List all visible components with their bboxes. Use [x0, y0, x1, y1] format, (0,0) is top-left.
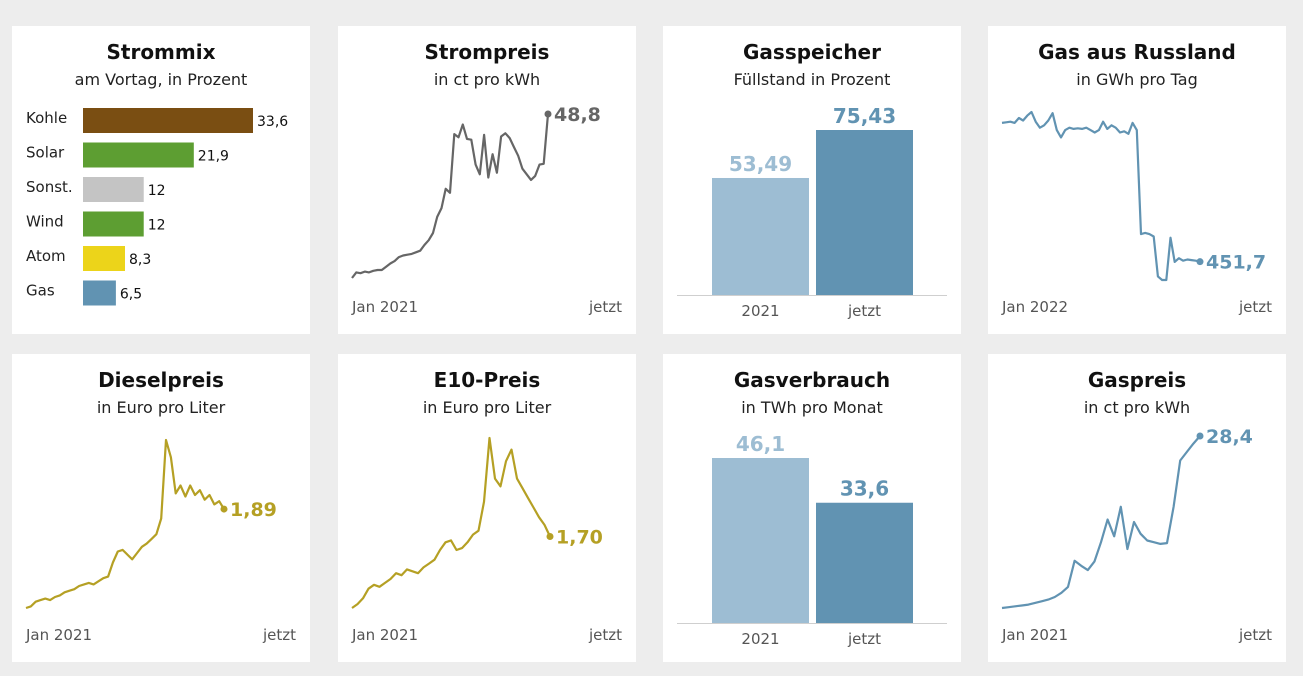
e10-preis-chart: 1,70	[351, 436, 603, 609]
value-label: 75,43	[833, 104, 896, 128]
card-gas-russland: Gas aus Russland in GWh pro Tag 451,7 Ja…	[988, 26, 1286, 334]
card-gasverbrauch: Gasverbrauch in TWh pro Monat 46,1 2021 33…	[663, 354, 961, 662]
x-axis-start-label: Jan 2021	[1002, 626, 1069, 644]
chart-title: Gaspreis	[1087, 368, 1187, 392]
value-label: 8,3	[129, 252, 151, 268]
bar	[83, 177, 144, 202]
last-value-dot	[220, 505, 228, 513]
card-gaspreis: Gaspreis in ct pro kWh 28,4 Jan 2021 jet…	[988, 354, 1286, 662]
bar	[712, 458, 809, 623]
last-value-label: 28,4	[1206, 426, 1253, 448]
value-label: 12	[148, 218, 166, 234]
x-axis-start-label: Jan 2021	[352, 626, 419, 644]
bar	[83, 142, 194, 168]
chart-subtitle: in Euro pro Liter	[96, 398, 226, 417]
last-value-label: 48,8	[554, 104, 601, 126]
card-dieselpreis: Dieselpreis in Euro pro Liter 1,89 Jan 2…	[12, 354, 310, 662]
bar	[816, 502, 913, 623]
category-label: 2021	[741, 630, 779, 648]
chart-title: Strommix	[106, 40, 216, 64]
chart-subtitle: in GWh pro Tag	[1076, 70, 1198, 89]
gas-russland-chart: 451,7	[1001, 110, 1266, 282]
category-label: Wind	[26, 213, 64, 231]
gasspeicher-chart: 53,49 2021 75,43 jetzt	[677, 104, 947, 320]
bar	[83, 246, 125, 271]
series-line	[1001, 435, 1201, 610]
value-label: 33,6	[840, 477, 889, 501]
chart-subtitle: in TWh pro Monat	[741, 398, 883, 417]
chart-title: Strompreis	[424, 40, 550, 64]
category-label: Gas	[26, 282, 55, 300]
bar	[712, 177, 809, 295]
series-line	[351, 113, 550, 279]
x-axis-end-label: jetzt	[1238, 626, 1272, 644]
gaspreis-chart: 28,4	[1001, 426, 1253, 610]
chart-subtitle: in ct pro kWh	[1083, 398, 1191, 417]
card-strompreis: Strompreis in ct pro kWh 48,8 Jan 2021 j…	[338, 26, 636, 334]
x-axis-end-label: jetzt	[262, 626, 296, 644]
bar	[83, 211, 144, 237]
chart-subtitle: in Euro pro Liter	[422, 398, 552, 417]
last-value-dot	[1196, 432, 1204, 440]
last-value-dot	[546, 533, 554, 541]
last-value-label: 1,89	[230, 499, 277, 521]
value-label: 53,49	[729, 152, 792, 176]
series-line	[25, 438, 225, 610]
x-axis-start-label: Jan 2021	[26, 626, 93, 644]
value-label: 21,9	[198, 149, 229, 165]
gasverbrauch-chart: 46,1 2021 33,6 jetzt	[677, 432, 947, 648]
chart-title: Dieselpreis	[98, 368, 224, 392]
value-label: 46,1	[736, 432, 785, 456]
chart-title: Gasspeicher	[743, 40, 881, 64]
x-axis-end-label: jetzt	[1238, 298, 1272, 316]
category-label: Solar	[26, 144, 65, 162]
card-gasspeicher: Gasspeicher Füllstand in Prozent 53,49 20…	[663, 26, 961, 334]
strommix-chart: Kohle 33,6 Solar 21,9 Sonst. 12 Wind 12 Atom 8,3 G…	[26, 108, 288, 306]
chart-subtitle: in ct pro kWh	[433, 70, 541, 89]
last-value-dot	[544, 110, 552, 118]
chart-title: E10-Preis	[433, 368, 541, 392]
series-line	[351, 436, 551, 609]
last-value-label: 451,7	[1206, 252, 1266, 274]
category-label: jetzt	[847, 630, 881, 648]
bar	[816, 130, 913, 295]
x-axis-end-label: jetzt	[588, 298, 622, 316]
last-value-label: 1,70	[556, 527, 603, 549]
strompreis-chart: 48,8	[351, 104, 601, 279]
category-label: Kohle	[26, 109, 67, 127]
card-e10-preis: E10-Preis in Euro pro Liter 1,70 Jan 202…	[338, 354, 636, 662]
x-axis-start-label: Jan 2022	[1002, 298, 1069, 316]
x-axis-end-label: jetzt	[588, 626, 622, 644]
category-label: Atom	[26, 247, 66, 265]
x-axis-start-label: Jan 2021	[352, 298, 419, 316]
dieselpreis-chart: 1,89	[25, 438, 277, 610]
bar	[83, 108, 253, 133]
value-label: 12	[148, 183, 166, 199]
category-label: 2021	[741, 302, 779, 320]
chart-subtitle: Füllstand in Prozent	[733, 70, 891, 89]
chart-title: Gas aus Russland	[1038, 40, 1236, 64]
value-label: 33,6	[257, 114, 288, 130]
value-label: 6,5	[120, 287, 142, 303]
last-value-dot	[1196, 258, 1204, 266]
chart-title: Gasverbrauch	[733, 368, 891, 392]
chart-subtitle: am Vortag, in Prozent	[74, 70, 248, 89]
category-label: Sonst.	[26, 178, 73, 196]
card-strommix: Strommix am Vortag, in Prozent Kohle 33,6…	[12, 26, 310, 334]
bar	[83, 280, 116, 306]
category-label: jetzt	[847, 302, 881, 320]
series-line	[1001, 110, 1201, 282]
